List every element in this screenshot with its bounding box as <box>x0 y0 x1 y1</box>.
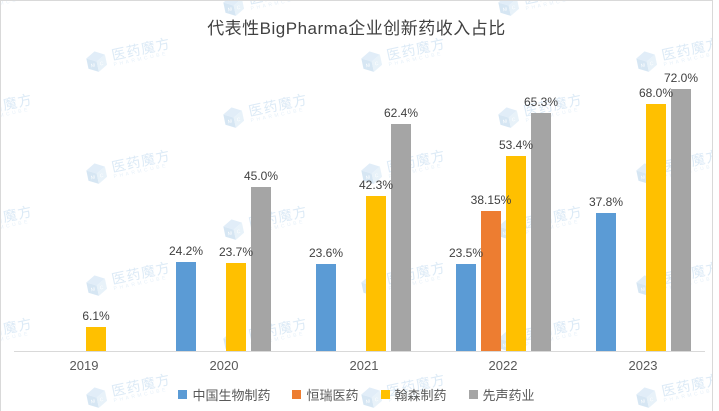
legend-label: 恒瑞医药 <box>306 388 359 403</box>
legend-item-0: 中国生物制药 <box>178 385 270 404</box>
legend-swatch-icon <box>468 390 478 399</box>
bar-value-label-series0-2022: 23.5% <box>448 246 484 260</box>
bar-value-label-series1-2022: 38.15% <box>470 193 512 207</box>
chart-title: 代表性BigPharma企业创新药收入占比 <box>207 19 506 38</box>
bar-series2-2022 <box>506 156 526 351</box>
bar-series0-2020 <box>176 262 196 351</box>
legend-label: 翰森制药 <box>394 388 447 403</box>
bar-value-label-series2-2022: 53.4% <box>498 138 534 152</box>
bar-value-label-series2-2020: 23.7% <box>218 245 254 259</box>
bar-value-label-series3-2023: 72.0% <box>663 71 699 85</box>
bar-series2-2019 <box>86 327 106 351</box>
bar-value-label-series2-2019: 6.1% <box>82 309 110 323</box>
legend-swatch-icon <box>380 390 390 399</box>
legend: 中国生物制药 恒瑞医药 翰森制药 先声药业 <box>1 385 712 404</box>
bar-series0-2022 <box>456 264 476 351</box>
legend-swatch-icon <box>178 390 188 399</box>
bar-value-label-series2-2023: 68.0% <box>638 86 674 100</box>
bar-series3-2022 <box>531 113 551 351</box>
x-axis-label-2021: 2021 <box>349 358 379 373</box>
bar-series2-2021 <box>366 196 386 351</box>
bar-value-label-series0-2023: 37.8% <box>588 195 624 209</box>
bar-value-label-series2-2021: 42.3% <box>358 178 394 192</box>
bar-series2-2023 <box>646 104 666 351</box>
bar-series1-2022 <box>481 211 501 351</box>
bar-series0-2023 <box>596 213 616 351</box>
bar-value-label-series3-2021: 62.4% <box>383 106 419 120</box>
legend-item-2: 翰森制药 <box>380 385 447 404</box>
bar-series3-2023 <box>671 89 691 351</box>
x-axis-label-2019: 2019 <box>69 358 99 373</box>
bar-value-label-series0-2020: 24.2% <box>168 244 204 258</box>
x-axis-label-2022: 2022 <box>488 358 518 373</box>
legend-item-1: 恒瑞医药 <box>292 385 359 404</box>
bar-value-label-series3-2022: 65.3% <box>523 95 559 109</box>
bar-series3-2020 <box>251 187 271 351</box>
x-axis-line <box>14 351 705 352</box>
x-axis-label-2023: 2023 <box>628 358 658 373</box>
bar-series3-2021 <box>391 124 411 351</box>
bar-value-label-series0-2021: 23.6% <box>308 246 344 260</box>
legend-label: 先声药业 <box>482 388 535 403</box>
bar-series2-2020 <box>226 263 246 351</box>
bar-value-label-series3-2020: 45.0% <box>243 169 279 183</box>
bar-series0-2021 <box>316 264 336 351</box>
legend-item-3: 先声药业 <box>468 385 535 404</box>
legend-label: 中国生物制药 <box>192 388 271 403</box>
x-axis-label-2020: 2020 <box>209 358 239 373</box>
legend-swatch-icon <box>292 390 302 399</box>
